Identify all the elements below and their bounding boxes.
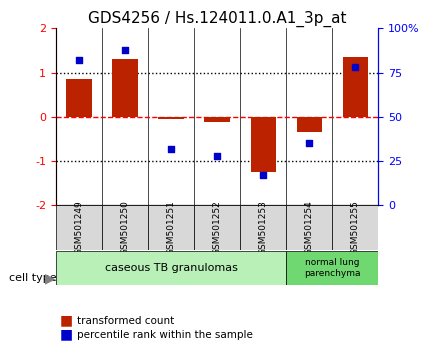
Point xyxy=(168,146,175,152)
Point xyxy=(76,57,83,63)
Bar xyxy=(343,57,368,117)
Bar xyxy=(194,205,240,250)
Text: ■: ■ xyxy=(60,327,74,342)
Text: GSM501251: GSM501251 xyxy=(166,200,175,255)
Bar xyxy=(56,251,286,285)
Point xyxy=(260,172,267,178)
Title: GDS4256 / Hs.124011.0.A1_3p_at: GDS4256 / Hs.124011.0.A1_3p_at xyxy=(88,11,347,27)
Text: normal lung
parenchyma: normal lung parenchyma xyxy=(304,258,361,278)
Text: GSM501255: GSM501255 xyxy=(351,200,360,255)
Text: ▶: ▶ xyxy=(45,271,56,285)
Bar xyxy=(102,205,148,250)
Bar xyxy=(297,117,322,132)
Bar xyxy=(112,59,138,117)
Text: GSM501250: GSM501250 xyxy=(120,200,129,255)
Bar xyxy=(286,205,332,250)
Text: caseous TB granulomas: caseous TB granulomas xyxy=(104,263,237,273)
Text: GSM501254: GSM501254 xyxy=(305,200,314,255)
Bar xyxy=(56,205,102,250)
Point xyxy=(306,141,313,146)
Bar xyxy=(286,251,378,285)
Bar xyxy=(205,117,230,122)
Bar xyxy=(66,79,92,117)
Text: GSM501253: GSM501253 xyxy=(259,200,268,255)
Bar xyxy=(332,205,378,250)
Point xyxy=(214,153,221,159)
Bar xyxy=(251,117,276,172)
Point xyxy=(122,47,129,52)
Text: ■: ■ xyxy=(60,313,74,327)
Text: GSM501249: GSM501249 xyxy=(74,200,83,255)
Point xyxy=(352,64,359,70)
Text: cell type: cell type xyxy=(9,273,56,283)
Text: transformed count: transformed count xyxy=(77,316,175,326)
Bar xyxy=(240,205,286,250)
Text: GSM501252: GSM501252 xyxy=(213,200,221,255)
Bar xyxy=(148,205,194,250)
Bar xyxy=(158,117,184,119)
Text: percentile rank within the sample: percentile rank within the sample xyxy=(77,330,253,340)
